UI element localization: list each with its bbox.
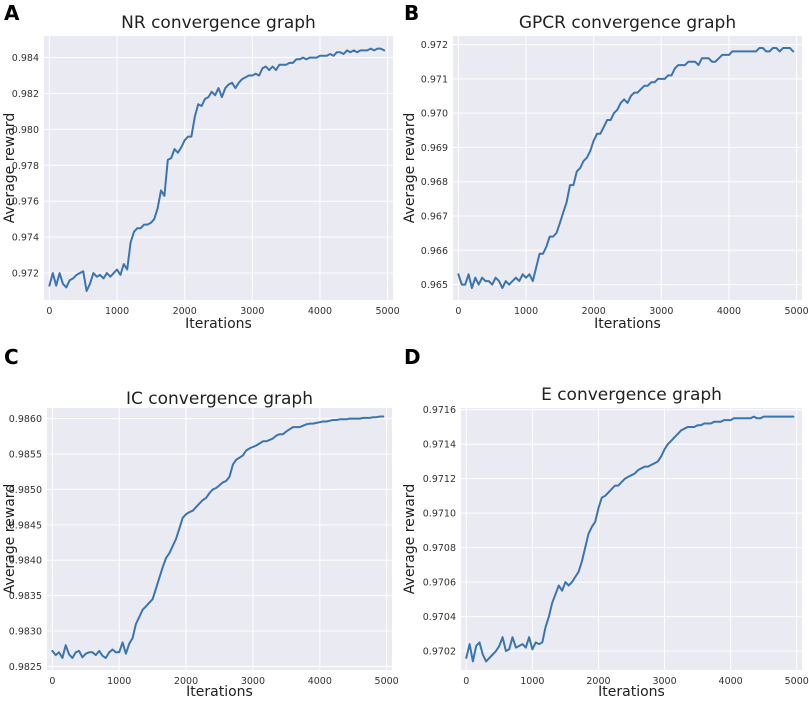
x-axis-label: Iterations: [594, 316, 661, 332]
y-tick-label: 0.971: [421, 74, 448, 85]
panel-letter-c: C: [4, 345, 19, 369]
y-tick-label: 0.9845: [9, 520, 42, 531]
x-tick-label: 4000: [717, 306, 741, 317]
x-tick-label: 2000: [173, 306, 197, 317]
x-tick-label: 3000: [241, 676, 265, 687]
series-line-e: [465, 415, 795, 663]
y-tick-label: 0.968: [421, 177, 448, 188]
y-tick-label: 0.966: [421, 246, 448, 257]
y-tick-label: 0.9860: [9, 414, 42, 425]
panel-letter-b: B: [404, 1, 419, 25]
x-tick-label: 0: [46, 306, 52, 317]
panel-nr: A 0 1000 2000 3000 4000 5000 0.972 0.974 0.976 0.…: [2, 1, 400, 332]
x-tick-label: 5000: [784, 306, 808, 317]
y-axis-label: Average reward: [2, 484, 18, 594]
x-tick-label: 3000: [652, 676, 676, 687]
chart-title-gpcr: GPCR convergence graph: [519, 13, 736, 33]
x-tick-label: 1000: [107, 676, 131, 687]
y-tick-label: 0.978: [12, 161, 39, 172]
y-tick-label: 0.984: [12, 53, 39, 64]
x-tick-label: 4000: [308, 676, 332, 687]
x-axis-label: Iterations: [185, 316, 252, 332]
x-tick-label: 5000: [785, 676, 809, 687]
y-tick-label: 0.9825: [9, 662, 42, 673]
x-tick-label: 4000: [308, 306, 332, 317]
panel-e: D 0 1000 2000 3000 4000 5000 0.9702 0.9704 0.970…: [402, 345, 809, 700]
x-tick-label: 2000: [582, 306, 606, 317]
y-tick-label: 0.967: [421, 212, 448, 223]
y-tick-label: 0.969: [421, 143, 448, 154]
y-tick-label: 0.9712: [423, 474, 456, 485]
panel-letter-d: D: [404, 345, 421, 369]
x-tick-label: 0: [463, 676, 469, 687]
x-tick-label: 1000: [514, 306, 538, 317]
panel-gpcr: B 0 1000 2000 3000 4000 5000 0.965 0.966 0.967 0.…: [402, 1, 809, 332]
y-axis-label: Average reward: [402, 113, 418, 223]
y-tick-label: 0.965: [421, 280, 448, 291]
y-tick-label: 0.970: [421, 109, 448, 120]
x-tick-label: 0: [49, 676, 55, 687]
chart-title-nr: NR convergence graph: [121, 13, 316, 33]
x-tick-label: 3000: [240, 306, 264, 317]
chart-title-ic: IC convergence graph: [126, 389, 313, 409]
x-tick-label: 1000: [105, 306, 129, 317]
x-tick-label: 5000: [375, 676, 399, 687]
plot-area-ic: [47, 408, 392, 670]
y-tick-label: 0.9706: [423, 578, 456, 589]
y-axis-label: Average reward: [2, 113, 18, 223]
y-tick-label: 0.9835: [9, 591, 42, 602]
y-tick-label: 0.972: [421, 40, 448, 51]
x-tick-label: 3000: [649, 306, 673, 317]
x-axis-label: Iterations: [186, 684, 253, 700]
y-tick-label: 0.9840: [9, 556, 42, 567]
x-tick-label: 2000: [586, 676, 610, 687]
y-tick-label: 0.9708: [423, 543, 456, 554]
series-line-nr: [48, 47, 386, 292]
panel-letter-a: A: [4, 1, 20, 25]
x-tick-label: 0: [455, 306, 461, 317]
y-tick-label: 0.9855: [9, 450, 42, 461]
x-tick-label: 1000: [520, 676, 544, 687]
y-tick-label: 0.982: [12, 89, 39, 100]
y-tick-label: 0.974: [12, 233, 39, 244]
y-tick-label: 0.9830: [9, 627, 42, 638]
plot-area-nr: [44, 36, 393, 300]
y-tick-label: 0.9850: [9, 485, 42, 496]
x-tick-label: 4000: [719, 676, 743, 687]
y-tick-label: 0.976: [12, 197, 39, 208]
y-tick-label: 0.9702: [423, 647, 456, 658]
x-tick-label: 2000: [174, 676, 198, 687]
y-tick-label: 0.9710: [423, 509, 456, 520]
y-axis-label: Average reward: [402, 484, 418, 594]
x-axis-label: Iterations: [598, 684, 665, 700]
chart-title-e: E convergence graph: [541, 385, 722, 405]
y-tick-label: 0.9716: [423, 405, 456, 416]
panel-ic: C 0 1000 2000 3000 4000 5000 0.9825 0.9830 0.983…: [2, 345, 399, 700]
plot-area-gpcr: [453, 36, 802, 300]
y-tick-label: 0.9704: [423, 612, 456, 623]
x-tick-label: 5000: [375, 306, 399, 317]
series-line-gpcr: [457, 47, 795, 289]
series-line-ic: [51, 415, 385, 659]
y-tick-label: 0.9714: [423, 440, 456, 451]
y-tick-label: 0.980: [12, 125, 39, 136]
y-tick-label: 0.972: [12, 269, 39, 280]
plot-area-e: [461, 408, 802, 670]
